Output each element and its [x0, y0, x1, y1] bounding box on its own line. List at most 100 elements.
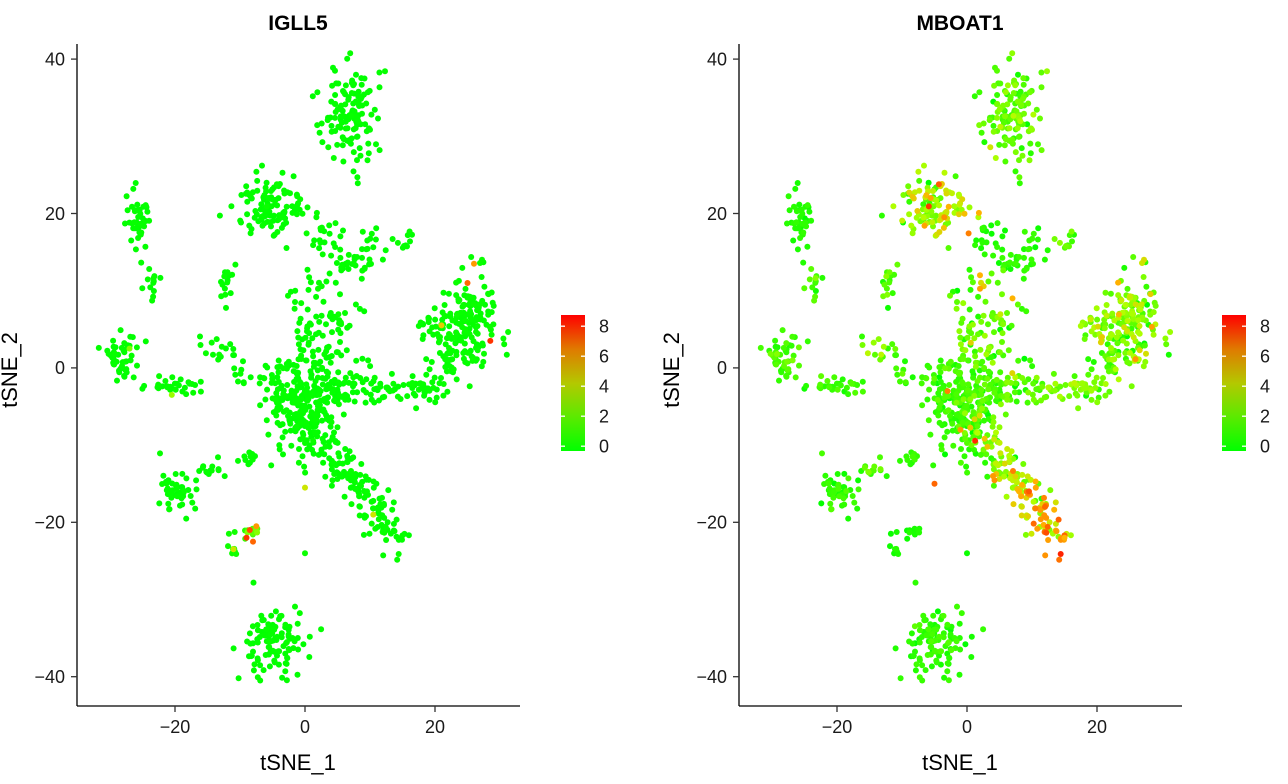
- cell-point: [1014, 98, 1021, 105]
- cell-point: [366, 125, 372, 132]
- cell-point: [276, 648, 283, 655]
- cell-point: [1018, 512, 1025, 519]
- cell-point: [298, 356, 305, 362]
- cell-point: [199, 464, 206, 471]
- cell-point: [297, 419, 304, 426]
- cell-point: [957, 334, 964, 341]
- cell-point: [980, 626, 987, 633]
- cell-point: [996, 106, 1003, 113]
- cell-point: [431, 374, 438, 381]
- cell-point: [967, 396, 974, 403]
- cell-point: [1004, 82, 1011, 89]
- cell-point: [945, 407, 952, 414]
- cell-point: [1027, 140, 1034, 147]
- cell-point: [318, 312, 325, 319]
- cell-point: [1008, 322, 1015, 329]
- cell-point: [1030, 498, 1037, 505]
- cell-point: [981, 381, 988, 388]
- cell-point: [889, 341, 896, 348]
- cell-point: [1152, 302, 1159, 309]
- cell-point: [971, 335, 978, 342]
- cell-point: [274, 202, 281, 209]
- cell-point: [1163, 341, 1170, 348]
- cell-point: [1038, 397, 1044, 404]
- cell-point: [991, 389, 998, 396]
- cell-point: [1023, 308, 1030, 315]
- cell-point: [943, 190, 950, 197]
- cell-point: [394, 393, 401, 400]
- cell-point: [1006, 452, 1013, 459]
- cell-point: [291, 638, 298, 645]
- cell-point: [183, 515, 190, 522]
- cell-point: [881, 281, 888, 288]
- cell-point: [1019, 481, 1025, 488]
- cell-point: [354, 174, 361, 181]
- cell-point: [310, 242, 317, 249]
- cell-point: [976, 122, 983, 129]
- cell-point: [1001, 460, 1008, 467]
- cell-point: [908, 222, 915, 229]
- cell-point: [1088, 387, 1095, 394]
- cell-point: [352, 98, 359, 105]
- x-axis-title: tSNE_1: [260, 750, 336, 775]
- cell-point: [193, 477, 200, 484]
- cell-point: [928, 663, 935, 670]
- cell-point: [1107, 290, 1114, 297]
- cell-point: [809, 284, 816, 291]
- cell-point: [975, 209, 982, 216]
- cell-point: [474, 347, 481, 354]
- cell-point: [316, 386, 323, 393]
- cell-point: [126, 345, 133, 352]
- cell-point: [1052, 499, 1059, 506]
- cell-point: [990, 128, 997, 135]
- cell-point: [1071, 380, 1078, 386]
- cell-point: [269, 375, 276, 382]
- cell-point: [1118, 297, 1125, 304]
- cell-point: [931, 647, 938, 654]
- cell-point: [1143, 283, 1150, 290]
- x-ticks: −20 0 20: [822, 706, 1107, 737]
- cell-point: [119, 363, 125, 369]
- cell-point: [340, 227, 346, 234]
- x-tick-label: 20: [425, 717, 445, 737]
- cell-point: [490, 302, 497, 309]
- cell-point: [286, 647, 293, 654]
- cell-point: [381, 529, 388, 536]
- cell-point: [942, 365, 949, 372]
- cell-point: [307, 321, 314, 328]
- cell-point: [278, 224, 285, 231]
- cell-point: [1106, 388, 1113, 395]
- cell-point: [358, 461, 365, 467]
- cell-point: [999, 246, 1006, 253]
- cell-point: [1010, 112, 1017, 119]
- cell-point: [974, 378, 981, 385]
- cell-point: [859, 388, 866, 395]
- cell-point: [945, 393, 952, 400]
- cell-point: [1026, 157, 1033, 164]
- cell-point: [1037, 516, 1044, 523]
- cell-point: [967, 286, 974, 293]
- cell-point: [971, 348, 978, 355]
- cell-point: [971, 416, 978, 423]
- cell-point: [921, 617, 928, 624]
- cell-point: [279, 214, 286, 221]
- cell-point: [131, 208, 138, 215]
- cell-point: [861, 464, 868, 471]
- cell-point: [322, 443, 329, 450]
- cell-point: [267, 631, 274, 638]
- cell-point: [353, 357, 360, 364]
- cell-point: [877, 454, 883, 461]
- cell-point: [376, 147, 383, 154]
- cell-point: [968, 633, 975, 640]
- cell-point: [273, 412, 280, 419]
- cell-point: [988, 312, 995, 319]
- cell-point: [276, 442, 283, 449]
- cell-point: [961, 453, 968, 460]
- cell-point: [314, 374, 321, 381]
- cell-point: [128, 352, 135, 359]
- cell-point: [930, 188, 936, 194]
- cell-point: [826, 384, 833, 391]
- cell-point: [244, 198, 251, 205]
- cell-point: [466, 383, 473, 390]
- cell-point: [164, 485, 171, 492]
